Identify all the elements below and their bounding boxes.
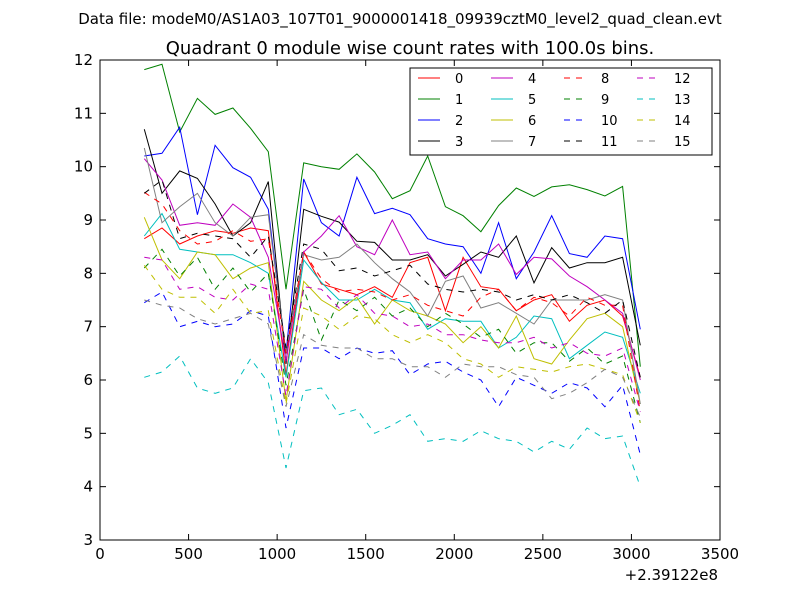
x-tick-label: 2500 xyxy=(524,545,562,563)
series-line-10 xyxy=(144,291,641,455)
y-tick-label: 12 xyxy=(74,51,93,69)
series-line-7 xyxy=(143,147,641,405)
x-tick-label: 1500 xyxy=(347,545,385,563)
series-line-0 xyxy=(144,227,641,378)
x-offset-label: +2.39122e8 xyxy=(625,566,718,584)
legend-label-12: 12 xyxy=(674,72,691,87)
x-tick-label: 2000 xyxy=(435,545,473,563)
y-tick-label: 9 xyxy=(83,211,93,229)
y-tick-label: 7 xyxy=(83,318,93,336)
y-tick-label: 5 xyxy=(83,424,93,442)
y-tick-label: 8 xyxy=(83,264,93,282)
series-line-4 xyxy=(143,158,641,381)
axis-ticks xyxy=(99,59,721,541)
x-tick-label: 3500 xyxy=(701,545,739,563)
legend-label-6: 6 xyxy=(528,114,536,129)
legend-label-15: 15 xyxy=(674,135,691,150)
series-line-14 xyxy=(143,265,641,423)
series-line-9 xyxy=(143,248,641,423)
legend-label-11: 11 xyxy=(601,135,618,150)
legend-box xyxy=(409,67,713,156)
plot-frame xyxy=(99,59,721,541)
x-tick-label: 0 xyxy=(95,545,105,563)
legend-label-7: 7 xyxy=(528,135,536,150)
chart-title: Quadrant 0 module wise count rates with … xyxy=(166,38,655,59)
figure-suptitle: Data file: modeM0/AS1A03_107T01_90000014… xyxy=(78,10,722,29)
legend-label-1: 1 xyxy=(455,93,463,108)
legend-label-3: 3 xyxy=(455,135,463,150)
y-tick-label: 6 xyxy=(83,371,93,389)
plot-lines xyxy=(143,63,641,487)
series-line-5 xyxy=(143,212,641,394)
y-tick-label: 11 xyxy=(74,104,93,122)
series-line-13 xyxy=(144,355,641,487)
y-tick-label: 3 xyxy=(83,531,93,549)
legend-label-13: 13 xyxy=(674,93,691,108)
legend-label-2: 2 xyxy=(455,114,463,129)
legend-label-4: 4 xyxy=(528,72,536,87)
series-line-1 xyxy=(144,63,641,367)
series-line-12 xyxy=(144,256,641,413)
y-tick-label: 10 xyxy=(74,158,93,176)
legend-label-5: 5 xyxy=(528,93,536,108)
legend-label-14: 14 xyxy=(674,114,691,129)
y-tick-label: 4 xyxy=(83,478,93,496)
series-line-8 xyxy=(144,191,641,413)
tick-labels: 0 500 1000 1500 2000 2500 3000 3500345678910111… xyxy=(74,51,739,563)
x-tick-label: 3000 xyxy=(612,545,650,563)
x-tick-label: 1000 xyxy=(258,545,296,563)
series-line-2 xyxy=(144,125,641,354)
legend-label-9: 9 xyxy=(601,93,609,108)
legend-label-0: 0 xyxy=(455,72,463,87)
x-tick-label: 500 xyxy=(174,545,203,563)
series-line-3 xyxy=(143,129,641,365)
legend-label-8: 8 xyxy=(601,72,609,87)
series-line-15 xyxy=(144,299,641,418)
legend-label-10: 10 xyxy=(601,114,618,129)
